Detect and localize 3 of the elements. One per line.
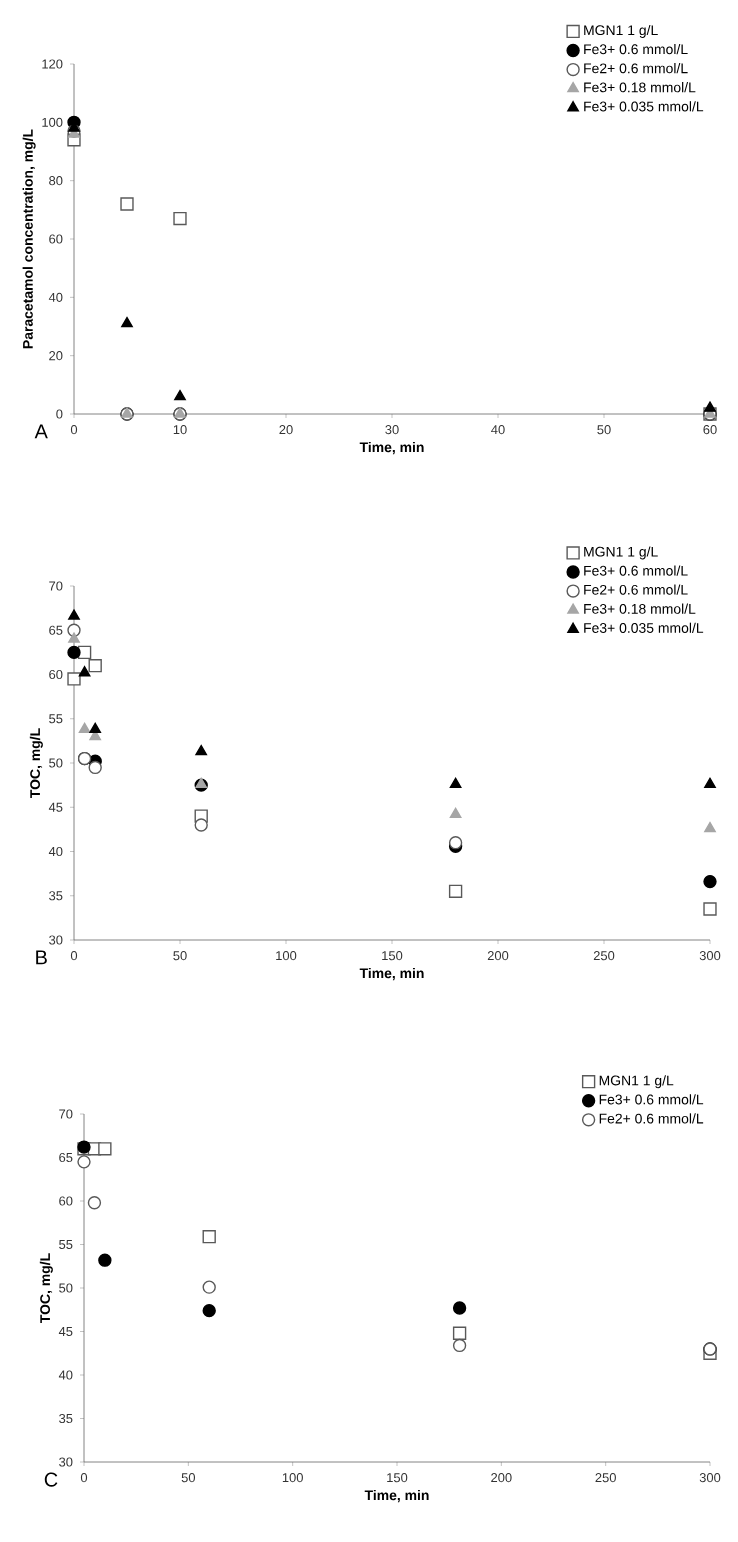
text: C [44, 1472, 58, 1487]
text: B [36, 950, 47, 965]
text: A [34, 424, 48, 439]
